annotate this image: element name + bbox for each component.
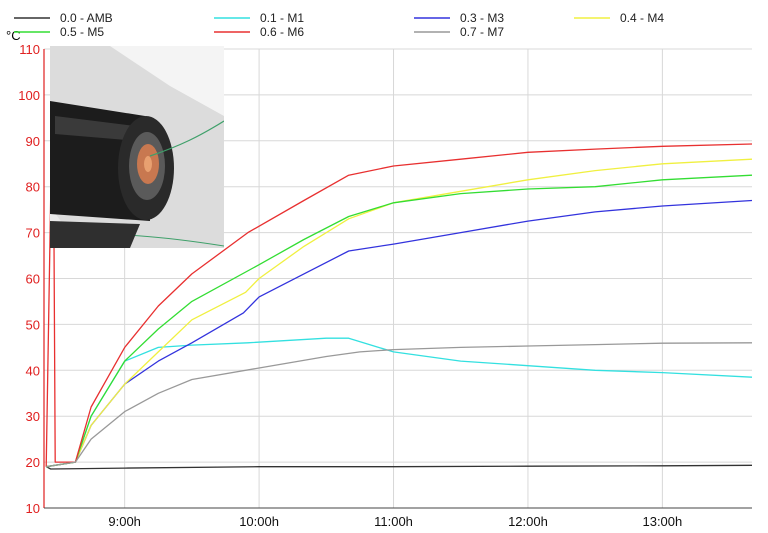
y-tick-label: 10: [26, 501, 40, 516]
legend-label: 0.1 - M1: [260, 11, 304, 25]
photo-cable-shine: [55, 116, 138, 141]
photo-bottom-shadow: [50, 221, 140, 248]
x-tick-label: 12:00h: [508, 514, 548, 529]
series-line-6: [46, 342, 753, 468]
series-line-3: [46, 158, 753, 468]
y-tick-label: 30: [26, 409, 40, 424]
y-tick-label: 20: [26, 455, 40, 470]
photo-cable-core: [144, 156, 152, 172]
y-axis-unit-label: °C: [6, 28, 21, 43]
x-tick-labels: 9:00h 10:00h 11:00h 12:00h 13:00h: [108, 514, 682, 529]
x-tick-label: 9:00h: [108, 514, 141, 529]
axes: °C: [6, 28, 752, 509]
legend-label: 0.3 - M3: [460, 11, 504, 25]
y-tick-label: 110: [19, 42, 40, 57]
cable-photo-inset: [50, 46, 224, 248]
series-line-4: [46, 174, 753, 468]
photo-plastic-fold: [110, 46, 224, 116]
y-tick-label: 90: [26, 134, 40, 149]
x-tick-label: 13:00h: [642, 514, 682, 529]
series-line-5: [45, 57, 753, 467]
x-tick-label: 10:00h: [239, 514, 279, 529]
y-tick-label: 100: [18, 88, 40, 103]
y-tick-label: 70: [26, 226, 40, 241]
series-lines: [45, 57, 753, 470]
photo-thermocouple-wire-1: [149, 120, 224, 157]
y-tick-label: 80: [26, 180, 40, 195]
y-tick-labels: 10 20 30 40 50 60 70 80 90 100 110: [18, 42, 40, 516]
x-tick-label: 11:00h: [374, 514, 413, 529]
series-line-0: [45, 464, 753, 470]
y-tick-label: 40: [26, 363, 40, 378]
y-tick-label: 60: [26, 272, 40, 287]
y-tick-label: 50: [26, 317, 40, 332]
legend: 0.0 - AMB 0.1 - M1 0.3 - M3 0.4 - M4 0.5 - M…: [14, 11, 664, 39]
legend-label: 0.5 - M5: [60, 25, 104, 39]
legend-label: 0.7 - M7: [460, 25, 504, 39]
legend-label: 0.0 - AMB: [60, 11, 113, 25]
legend-label: 0.4 - M4: [620, 11, 664, 25]
legend-label: 0.6 - M6: [260, 25, 304, 39]
